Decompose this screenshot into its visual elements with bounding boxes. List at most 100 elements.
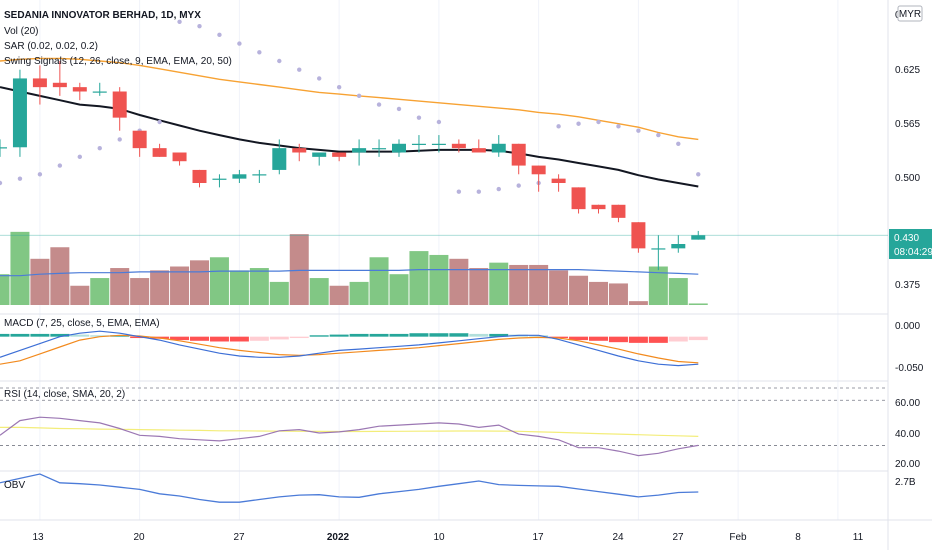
sar-dot: [37, 172, 43, 177]
candle: [72, 82, 87, 101]
volume-bar: [529, 264, 549, 305]
time-axis[interactable]: 13 20 27 2022 10 17 24 27 Feb 8 11: [32, 532, 863, 543]
candle-body: [292, 148, 307, 153]
macd-hist-bar: [50, 333, 70, 337]
macd-hist-bar: [529, 335, 549, 337]
macd-line: [0, 330, 699, 367]
macd-hist-bar: [589, 336, 608, 341]
candle: [471, 139, 486, 153]
time-tick-label: 27: [233, 532, 245, 543]
candle-body: [411, 143, 426, 145]
sar-dot: [616, 124, 621, 129]
macd-hist-bar: [309, 335, 329, 337]
obv-legend[interactable]: OBV: [4, 480, 25, 491]
volume-bar: [429, 254, 449, 305]
volume-bar: [150, 270, 170, 305]
macd-hist-bar: [628, 336, 648, 343]
time-tick-label: 24: [612, 532, 624, 543]
sar-dot: [57, 163, 63, 168]
macd-tick-label: 0.000: [895, 321, 920, 332]
macd-hist-bar: [70, 334, 90, 337]
sar-dot: [676, 141, 681, 146]
candle: [352, 139, 367, 166]
sar-dot: [157, 119, 162, 125]
candle: [232, 169, 247, 183]
macd-hist-bar: [329, 334, 349, 337]
sar-dot: [636, 128, 641, 133]
rsi-tick-label: 40.00: [895, 429, 920, 440]
candle-body: [571, 187, 586, 210]
time-tick-label: 2022: [327, 532, 350, 543]
macd-hist-bar: [489, 333, 509, 337]
volume-bar: [70, 285, 90, 305]
candle-body: [611, 204, 626, 218]
macd-hist-bar: [668, 336, 688, 342]
candle: [92, 82, 107, 96]
macd-legend[interactable]: MACD (7, 25, close, 5, EMA, EMA): [4, 318, 160, 329]
sar-dots: [0, 19, 701, 194]
candle: [392, 139, 406, 157]
candle-body: [471, 148, 486, 153]
vol-legend[interactable]: Vol (20): [4, 26, 38, 37]
volume-bar: [509, 264, 529, 305]
sar-dot: [496, 186, 501, 192]
sar-legend[interactable]: SAR (0.02, 0.02, 0.2): [4, 41, 98, 52]
macd-hist-bar: [469, 333, 489, 337]
rsi-legend[interactable]: RSI (14, close, SMA, 20, 2): [4, 389, 125, 400]
candle-body: [72, 87, 87, 92]
macd-hist-bar: [190, 336, 209, 341]
rsi-tick-label: 20.00: [895, 459, 920, 470]
sar-dot: [317, 76, 322, 81]
volume-bar: [130, 278, 150, 305]
macd-hist-bar: [110, 335, 130, 337]
candle-body: [431, 143, 446, 145]
time-tick-label: 11: [853, 532, 864, 543]
volume-bar: [90, 278, 110, 305]
candle: [411, 135, 426, 153]
candle-body: [591, 204, 606, 210]
candle-body: [671, 244, 686, 249]
volume-bar: [668, 278, 688, 305]
sar-dot: [197, 23, 202, 29]
candle-body: [531, 165, 546, 175]
candle: [431, 135, 446, 153]
sar-dot: [17, 176, 23, 181]
candle-body: [631, 222, 646, 249]
macd-hist-bar: [90, 335, 110, 337]
candle: [671, 235, 686, 253]
currency-badge[interactable]: [897, 5, 923, 22]
rsi-line: [0, 416, 699, 457]
candle-body: [232, 174, 247, 179]
macd-hist-bar: [409, 333, 429, 337]
candle-body: [352, 148, 367, 153]
macd-hist-bar: [449, 333, 469, 337]
macd-tick-label: -0.050: [895, 363, 924, 374]
volume-bar: [628, 301, 648, 305]
volume-bar: [648, 266, 668, 305]
candle-body: [92, 91, 107, 93]
price-badge-countdown: 08:04:29: [894, 247, 932, 258]
candle: [491, 135, 506, 157]
volume-ma-line: [0, 269, 699, 277]
candle: [0, 139, 7, 157]
candle: [252, 169, 267, 183]
sar-dot: [376, 102, 382, 107]
volume-bar: [110, 268, 130, 305]
macd-hist-bar: [369, 333, 389, 337]
candle-body: [511, 143, 526, 166]
volume-bar: [349, 281, 369, 305]
time-tick-label: 8: [795, 532, 801, 543]
price-tick-label: 0.375: [895, 280, 920, 291]
sar-dot: [556, 124, 561, 129]
symbol-title[interactable]: SEDANIA INNOVATOR BERHAD, 1D, MYX: [4, 10, 201, 21]
macd-hist-bar: [10, 333, 30, 337]
macd-hist-bar: [170, 336, 190, 341]
candle-body: [691, 235, 706, 240]
volume-bar: [389, 274, 409, 305]
candle: [451, 139, 466, 153]
sar-dot: [257, 50, 262, 55]
macd-hist-bar: [249, 336, 269, 341]
volume-bar: [10, 231, 30, 305]
swing-legend[interactable]: Swing Signals (12, 26, close, 9, EMA, EM…: [4, 56, 232, 67]
